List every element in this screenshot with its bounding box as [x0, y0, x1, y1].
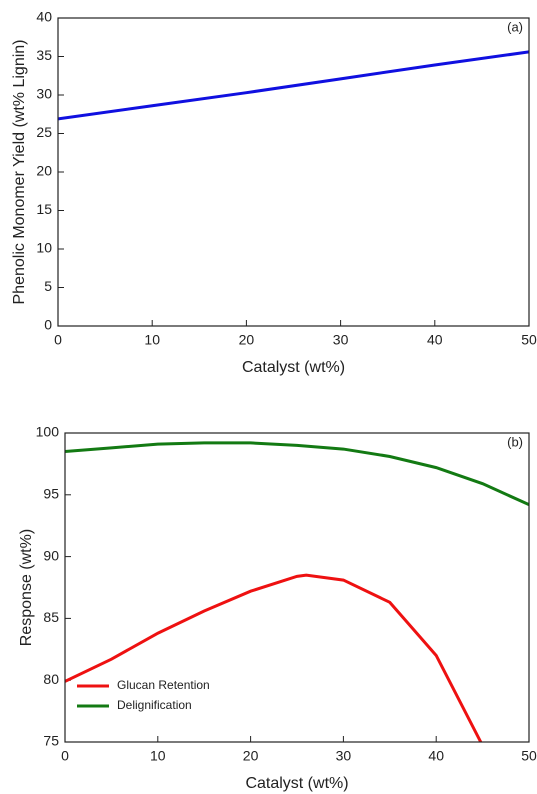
data-line: [65, 573, 483, 742]
panel-label: (a): [507, 19, 523, 34]
y-tick-label: 5: [44, 278, 52, 294]
legend-label: Glucan Retention: [117, 678, 210, 692]
x-tick-label: 50: [521, 332, 537, 348]
x-tick-label: 20: [239, 332, 255, 348]
data-line: [58, 50, 529, 121]
x-axis-label: Catalyst (wt%): [242, 359, 345, 376]
x-tick-label: 50: [521, 748, 537, 764]
panel-label: (b): [507, 434, 523, 449]
legend-label: Delignification: [117, 698, 192, 712]
x-tick-label: 40: [428, 748, 444, 764]
y-axis-label: Response (wt%): [18, 529, 35, 646]
y-tick-label: 0: [44, 317, 52, 333]
y-tick-label: 100: [36, 424, 60, 440]
y-tick-label: 80: [43, 671, 59, 687]
y-tick-label: 85: [43, 609, 59, 625]
x-tick-label: 30: [333, 332, 349, 348]
y-tick-label: 75: [43, 733, 59, 749]
y-tick-label: 15: [36, 201, 52, 217]
x-axis-label: Catalyst (wt%): [245, 775, 348, 792]
y-axis-label: Phenolic Monomer Yield (wt% Lignin): [11, 39, 28, 304]
y-tick-label: 30: [36, 86, 52, 102]
data-line: [65, 441, 529, 507]
y-tick-label: 35: [36, 47, 52, 63]
x-tick-label: 30: [336, 748, 352, 764]
y-tick-label: 95: [43, 486, 59, 502]
x-tick-label: 10: [150, 748, 166, 764]
y-tick-label: 10: [36, 240, 52, 256]
y-tick-label: 40: [36, 9, 52, 25]
y-tick-label: 90: [43, 547, 59, 563]
x-tick-label: 40: [427, 332, 443, 348]
x-tick-label: 0: [54, 332, 62, 348]
x-tick-label: 10: [144, 332, 160, 348]
y-tick-label: 25: [36, 124, 52, 140]
x-tick-label: 20: [243, 748, 259, 764]
y-tick-label: 20: [36, 163, 52, 179]
plot-frame: [64, 432, 530, 743]
x-tick-label: 0: [61, 748, 69, 764]
plot-frame: [57, 17, 530, 327]
